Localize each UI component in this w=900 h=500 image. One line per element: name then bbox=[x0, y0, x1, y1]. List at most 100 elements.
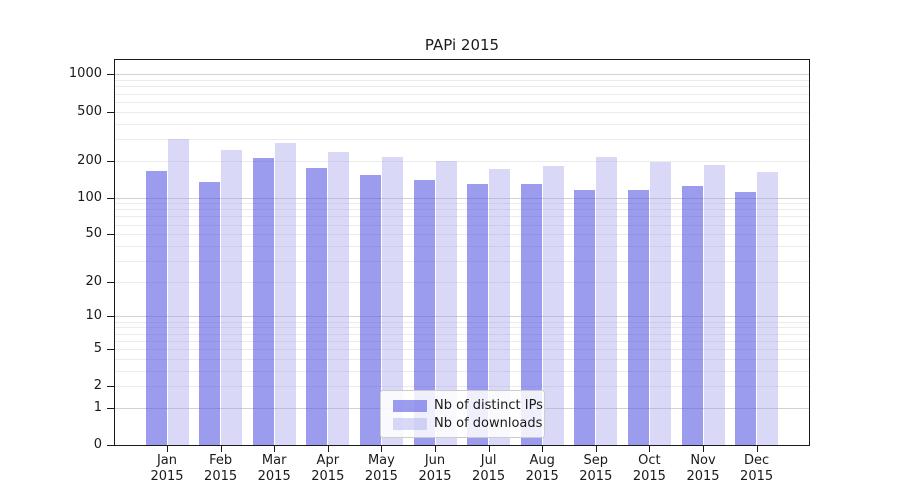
bar-nb-of-downloads-jan-2015 bbox=[167, 138, 189, 445]
x-tick-label: Dec 2015 bbox=[740, 453, 774, 484]
gridline bbox=[115, 216, 809, 218]
y-tick-label: 0 bbox=[93, 437, 102, 452]
plot-area bbox=[114, 59, 810, 446]
gridline bbox=[115, 80, 809, 82]
bar-nb-of-distinct-ips-mar-2015 bbox=[252, 158, 274, 445]
gridline bbox=[115, 138, 809, 140]
x-tick bbox=[327, 446, 329, 452]
legend-entry-distinct-ips: Nb of distinct IPs bbox=[393, 397, 544, 415]
gridline bbox=[115, 358, 809, 360]
x-tick bbox=[703, 446, 704, 452]
bar-nb-of-downloads-dec-2015 bbox=[757, 171, 779, 445]
gridline bbox=[115, 245, 809, 247]
x-tick bbox=[274, 446, 276, 452]
gridline bbox=[115, 370, 809, 372]
gridline bbox=[115, 160, 809, 162]
bar-nb-of-downloads-feb-2015 bbox=[221, 149, 243, 445]
bar-nb-of-distinct-ips-jan-2015 bbox=[145, 171, 167, 445]
bar-nb-of-downloads-sep-2015 bbox=[596, 157, 618, 445]
y-tick-label: 20 bbox=[85, 273, 102, 289]
gridline bbox=[115, 197, 809, 199]
gridline bbox=[115, 333, 809, 335]
x-tick-label: Jul 2015 bbox=[472, 453, 506, 484]
gridline bbox=[115, 74, 809, 76]
x-tick-label: May 2015 bbox=[364, 453, 398, 484]
x-tick bbox=[167, 446, 168, 452]
gridline bbox=[115, 86, 809, 88]
y-tick bbox=[107, 281, 114, 283]
y-tick-label: 10 bbox=[85, 308, 102, 324]
x-tick-label: Jan 2015 bbox=[150, 453, 184, 484]
bar-nb-of-distinct-ips-oct-2015 bbox=[627, 190, 649, 445]
y-tick-label: 50 bbox=[85, 226, 102, 242]
x-tick bbox=[595, 446, 597, 452]
gridline bbox=[115, 123, 809, 125]
gridline bbox=[115, 281, 809, 283]
gridline bbox=[115, 101, 809, 103]
bar-nb-of-distinct-ips-may-2015 bbox=[359, 175, 381, 445]
y-tick bbox=[107, 348, 114, 350]
legend-swatch-distinct-ips bbox=[393, 400, 427, 412]
x-tick-label: Aug 2015 bbox=[525, 453, 559, 484]
chart-title: PAPi 2015 bbox=[424, 36, 500, 54]
legend-swatch-downloads bbox=[393, 418, 427, 430]
y-tick-label: 100 bbox=[77, 189, 102, 205]
x-tick bbox=[756, 446, 758, 452]
bar-nb-of-downloads-oct-2015 bbox=[649, 161, 671, 445]
y-tick bbox=[107, 74, 114, 76]
bar-nb-of-downloads-mar-2015 bbox=[274, 143, 296, 445]
y-tick bbox=[107, 445, 114, 446]
gridline bbox=[115, 224, 809, 226]
gridline bbox=[115, 203, 809, 205]
bar-nb-of-distinct-ips-apr-2015 bbox=[306, 168, 328, 445]
gridline bbox=[115, 111, 809, 113]
x-tick bbox=[488, 446, 490, 452]
gridline bbox=[115, 93, 809, 95]
x-tick bbox=[649, 446, 651, 452]
x-tick-label: Oct 2015 bbox=[632, 453, 666, 484]
y-tick bbox=[107, 407, 114, 409]
x-tick-label: Feb 2015 bbox=[204, 453, 238, 484]
bar-nb-of-downloads-jun-2015 bbox=[435, 160, 457, 445]
y-tick-label: 500 bbox=[77, 103, 102, 119]
x-tick-label: Mar 2015 bbox=[257, 453, 291, 484]
y-tick bbox=[107, 316, 114, 318]
x-tick-label: Jun 2015 bbox=[418, 453, 452, 484]
bar-nb-of-distinct-ips-feb-2015 bbox=[199, 181, 221, 445]
bar-nb-of-downloads-apr-2015 bbox=[328, 151, 350, 445]
gridline bbox=[115, 340, 809, 342]
gridline bbox=[115, 209, 809, 211]
y-tick bbox=[107, 160, 114, 162]
bar-nb-of-distinct-ips-jun-2015 bbox=[413, 180, 435, 445]
bar-nb-of-downloads-nov-2015 bbox=[703, 165, 725, 445]
y-tick-label: 1000 bbox=[68, 66, 102, 82]
bar-nb-of-distinct-ips-sep-2015 bbox=[574, 190, 596, 445]
bar-nb-of-distinct-ips-dec-2015 bbox=[735, 192, 757, 445]
gridline bbox=[115, 316, 809, 318]
y-tick-label: 5 bbox=[93, 340, 102, 356]
y-tick bbox=[107, 111, 114, 113]
gridline bbox=[115, 260, 809, 262]
x-tick bbox=[542, 446, 544, 452]
legend-label-downloads: Nb of downloads bbox=[434, 416, 543, 431]
legend-label-distinct-ips: Nb of distinct IPs bbox=[434, 398, 543, 413]
legend: Nb of distinct IPs Nb of downloads bbox=[380, 390, 545, 438]
gridline bbox=[115, 327, 809, 329]
bar-nb-of-downloads-may-2015 bbox=[381, 157, 403, 445]
y-tick bbox=[107, 386, 114, 388]
bar-nb-of-distinct-ips-aug-2015 bbox=[520, 183, 542, 445]
x-tick-label: Sep 2015 bbox=[579, 453, 613, 484]
legend-entry-downloads: Nb of downloads bbox=[393, 415, 544, 433]
x-tick bbox=[435, 446, 436, 452]
x-tick-label: Nov 2015 bbox=[686, 453, 720, 484]
bar-nb-of-distinct-ips-nov-2015 bbox=[681, 186, 703, 445]
x-tick bbox=[381, 446, 383, 452]
x-tick bbox=[220, 446, 222, 452]
y-tick-label: 1 bbox=[93, 399, 102, 415]
x-tick-label: Apr 2015 bbox=[311, 453, 345, 484]
gridline bbox=[115, 386, 809, 388]
bar-nb-of-downloads-aug-2015 bbox=[542, 165, 564, 445]
gridline bbox=[115, 348, 809, 350]
y-tick bbox=[107, 234, 114, 236]
